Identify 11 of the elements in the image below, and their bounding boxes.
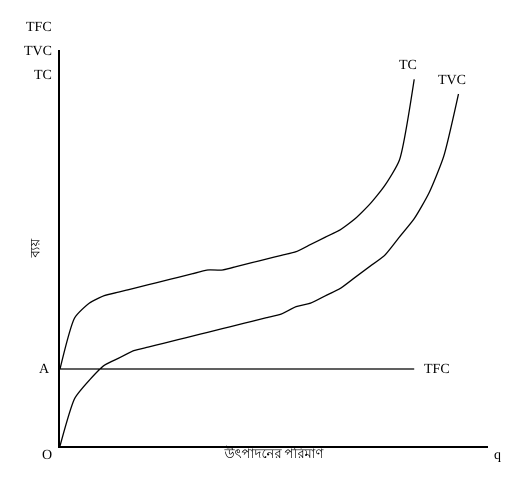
text: TFC: [26, 20, 52, 35]
series-label: TFC: [424, 362, 450, 377]
text: O: [42, 448, 52, 463]
text: A: [39, 362, 50, 377]
y-axis-title: ব্যয়: [28, 238, 43, 258]
x-axis-title: উৎপাদনের পরিমাণ: [223, 446, 325, 461]
text: TC: [34, 68, 52, 83]
text: TVC: [24, 44, 52, 59]
text: q: [494, 448, 501, 463]
series-label: TC: [399, 58, 417, 73]
series-label: TVC: [438, 73, 466, 88]
